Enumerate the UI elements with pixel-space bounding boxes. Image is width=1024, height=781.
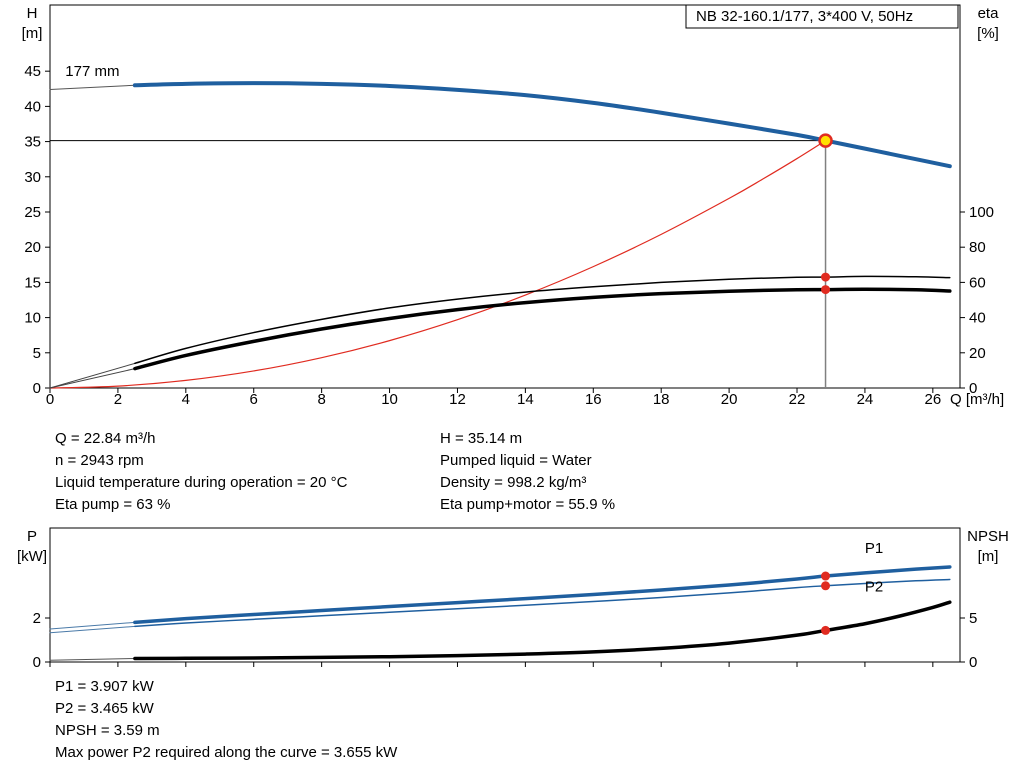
y-right-tick-label: 60 [969,274,986,291]
x-tick-label: 6 [250,391,258,408]
npsh-curve [133,600,952,661]
y-left-axis-label: [kW] [17,548,47,565]
eta-pump-motor-curve-lead [49,368,136,389]
x-tick-label: 16 [585,391,602,408]
head-curve-lead [49,84,136,90]
eta-pump-duty-dot [821,272,831,282]
eta-pump-curve [134,275,951,365]
p2-value: P2 = 3.465 kW [55,700,154,717]
density-value: Density = 998.2 kg/m³ [440,474,587,491]
x-tick-label: 8 [317,391,325,408]
y-right-axis-label: [m] [978,548,999,565]
max-p2-value: Max power P2 required along the curve = … [55,744,398,761]
chart-title-box [685,4,959,29]
p2-curve [134,578,951,628]
y-right-tick-label: 80 [969,239,986,256]
x-tick-label: 4 [182,391,190,408]
p1-duty-dot [821,571,831,581]
x-tick-label: 18 [653,391,670,408]
head-curve-177mm [132,81,952,169]
y-left-tick-label: 15 [24,274,41,291]
p2-curve-label: P2 [865,579,883,596]
p1-value: P1 = 3.907 kW [55,678,154,695]
p1-curve-label: P1 [865,540,883,557]
p2-curve-lead [49,625,136,634]
system-curve [49,139,827,389]
y-right-axis-label: eta [978,5,1000,22]
x-tick-label: 20 [721,391,738,408]
chart-title-text: NB 32-160.1/177, 3*400 V, 50Hz [696,8,913,25]
flow-value: Q = 22.84 m³/h [55,430,156,447]
x-axis-label: Q [m³/h] [950,391,1004,408]
p2-duty-dot [821,581,831,591]
y-right-tick-label: 40 [969,310,986,327]
eta-pump-motor-curve [133,287,952,371]
duty-point-marker [818,133,833,148]
x-tick-label: 24 [857,391,874,408]
y-left-tick-label: 0 [33,380,41,397]
duty-data-block-right: H = 35.14 m Pumped liquid = Water Densit… [440,428,615,516]
speed-value: n = 2943 rpm [55,452,144,469]
liquid-temperature-value: Liquid temperature during operation = 20… [55,474,348,491]
y-right-tick-label: 0 [969,654,977,671]
npsh-duty-dot [821,625,831,635]
npsh-value: NPSH = 3.59 m [55,722,160,739]
y-left-axis-label: H [27,5,38,22]
impeller-size-label: 177 mm [65,63,119,80]
npsh-curve-lead [49,657,136,661]
y-right-axis-label: [%] [977,25,999,42]
eta-pump-motor-value: Eta pump+motor = 55.9 % [440,496,616,513]
power-data-block: P1 = 3.907 kW P2 = 3.465 kW NPSH = 3.59 … [55,676,397,764]
y-right-tick-label: 5 [969,610,977,627]
y-left-tick-label: 30 [24,169,41,186]
y-left-axis-label: [m] [22,25,43,42]
y-left-tick-label: 0 [33,654,41,671]
x-tick-label: 12 [449,391,466,408]
y-right-tick-label: 20 [969,345,986,362]
x-tick-label: 2 [114,391,122,408]
x-tick-label: 0 [46,391,54,408]
eta-pump-motor-duty-dot [821,285,831,295]
p1-curve [133,565,952,625]
eta-pump-value: Eta pump = 63 % [55,496,171,513]
x-tick-label: 26 [924,391,941,408]
power-npsh-chart-plot-border [49,527,961,663]
y-left-tick-label: 45 [24,63,41,80]
x-tick-label: 22 [789,391,806,408]
pumped-liquid-value: Pumped liquid = Water [440,452,592,469]
p1-curve-lead [49,621,136,630]
y-right-axis-label: NPSH [967,528,1009,545]
eta-pump-curve-lead [49,362,136,389]
duty-data-block-left: Q = 22.84 m³/h n = 2943 rpm Liquid tempe… [55,428,347,516]
head-value: H = 35.14 m [440,430,523,447]
y-left-tick-label: 25 [24,204,41,221]
y-left-tick-label: 20 [24,239,41,256]
qh-chart-plot-border [49,4,961,389]
x-tick-label: 10 [381,391,398,408]
y-left-tick-label: 35 [24,134,41,151]
y-left-tick-label: 5 [33,345,41,362]
y-left-axis-label: P [27,528,37,545]
y-left-tick-label: 40 [24,98,41,115]
y-left-tick-label: 2 [33,610,41,627]
x-tick-label: 14 [517,391,534,408]
y-left-tick-label: 10 [24,310,41,327]
y-right-tick-label: 100 [969,204,994,221]
y-right-tick-label: 0 [969,380,977,397]
